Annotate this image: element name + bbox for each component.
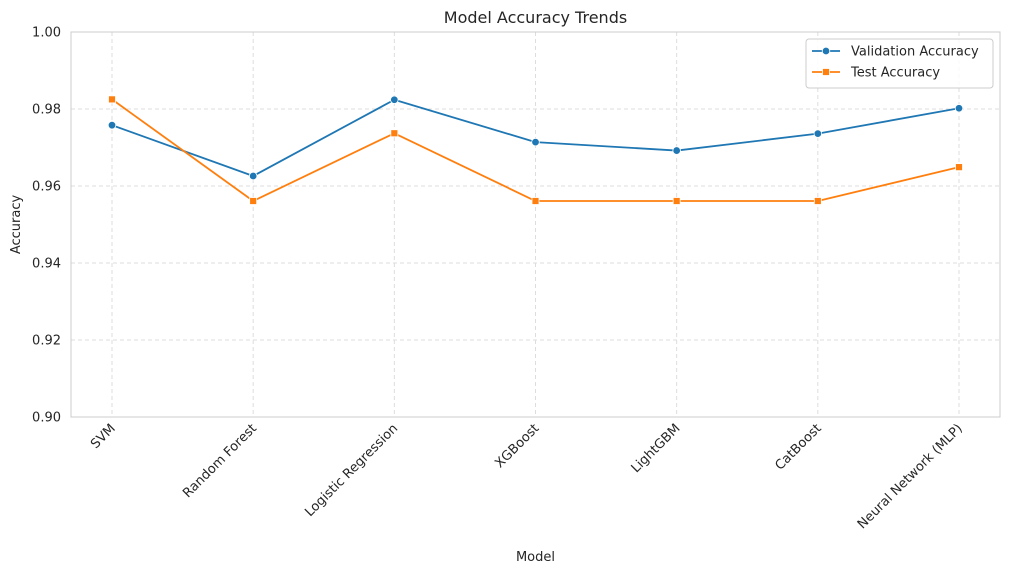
data-point: [390, 95, 399, 104]
legend-frame: [805, 38, 994, 89]
y-tick-label: 0.90: [32, 411, 61, 426]
data-point: [672, 146, 681, 155]
y-tick-label: 0.92: [32, 334, 61, 349]
legend-marker: [822, 68, 830, 76]
y-axis-title: Accuracy: [9, 195, 24, 255]
legend-label: Validation Accuracy: [851, 45, 979, 60]
y-axis-ticks: 0.90 0.92 0.94 0.96 0.98 1.00: [32, 26, 61, 426]
y-tick-label: 0.96: [32, 180, 61, 195]
legend-label: Test Accuracy: [850, 66, 940, 81]
data-point: [672, 197, 681, 205]
series-lines: [107, 95, 964, 205]
y-tick-label: 0.94: [32, 257, 61, 272]
data-point: [531, 197, 540, 205]
plot-area-border: [70, 31, 1001, 418]
legend-items: Validation Accuracy Test Accuracy: [812, 45, 979, 81]
data-point: [955, 163, 963, 172]
data-point: [390, 129, 399, 138]
legend: Validation Accuracy Test Accuracy: [805, 38, 994, 89]
data-point: [531, 137, 540, 147]
data-point: [108, 95, 116, 104]
data-point: [249, 197, 258, 205]
data-point: [107, 120, 117, 130]
x-axis-title: Model: [516, 550, 555, 565]
legend-marker: [821, 46, 831, 56]
data-point: [813, 129, 823, 138]
y-tick-label: 1.00: [32, 26, 61, 41]
data-point: [248, 171, 258, 181]
data-point: [954, 104, 964, 113]
chart-title: Model Accuracy Trends: [444, 8, 627, 27]
y-tick-label: 0.98: [32, 103, 61, 118]
data-point: [813, 197, 822, 205]
